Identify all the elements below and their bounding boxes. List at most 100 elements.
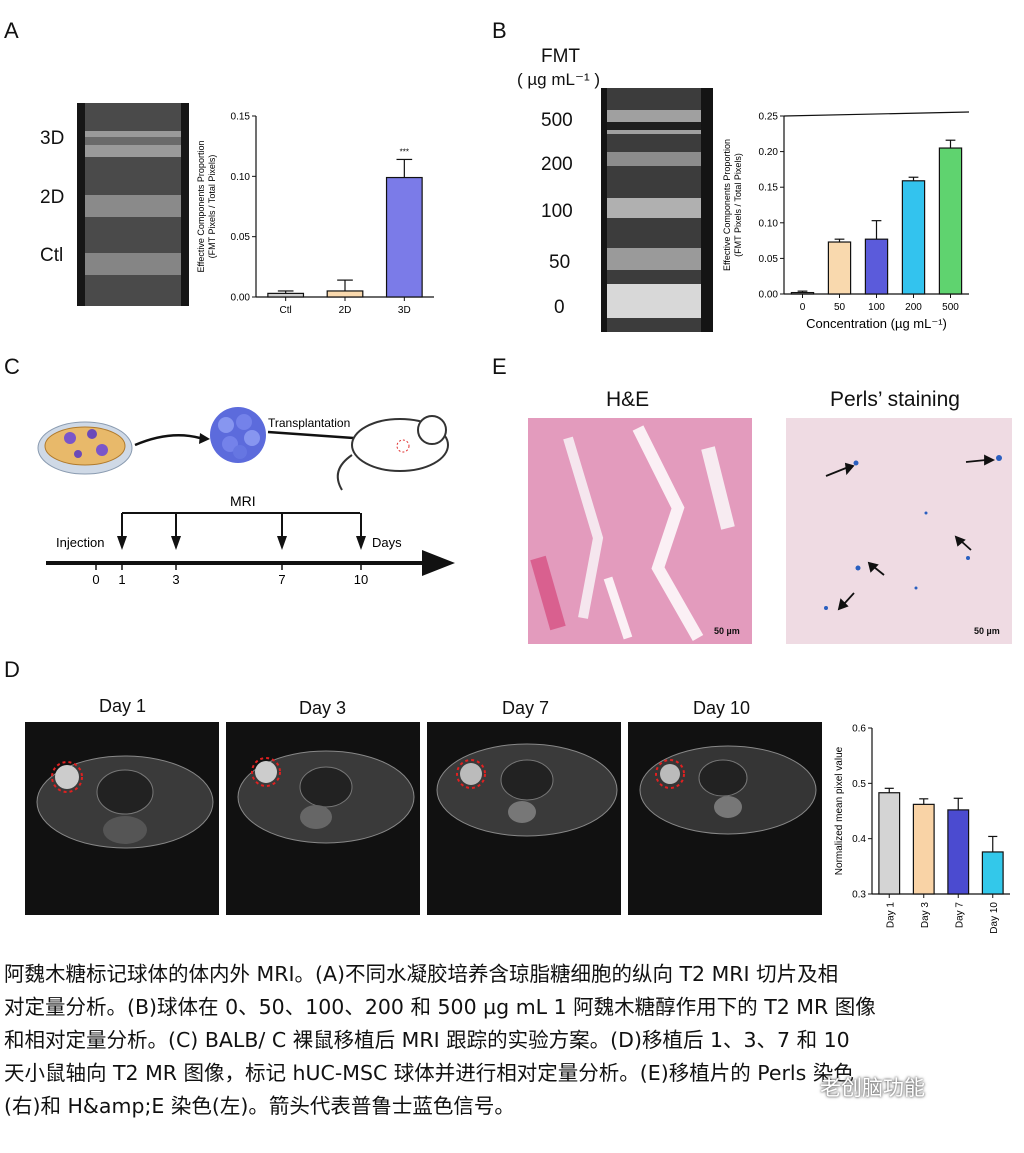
y-tick-label: 0.5: [852, 779, 866, 790]
caption-line-4: 天小鼠轴向 T2 MR 图像，标记 hUC-MSC 球体并进行相对定量分析。(E…: [4, 1061, 854, 1085]
y-axis-label: Effective Components Proportion(FMT Pixe…: [722, 139, 743, 271]
x-tick-label: 500: [942, 302, 959, 313]
gel-a-label-2d: 2D: [40, 187, 65, 208]
mri-image-day3: [226, 722, 420, 915]
days-label: Days: [372, 535, 402, 550]
gel-image-b: [601, 88, 713, 332]
spheroid-icon: [210, 407, 266, 463]
y-axis-label: Effective Components Proportion(FMT Pixe…: [196, 141, 217, 273]
bar: [385, 176, 423, 298]
panel-e-label: E: [492, 354, 507, 379]
gel-a-label-ctl: Ctl: [40, 245, 64, 266]
day10-title: Day 10: [693, 698, 751, 718]
panel-c-label: C: [4, 354, 20, 379]
bar-chart-b: 0.00 0.05 0.10 0.15 0.20 0.25 0 50 100 200 500 Effe…: [722, 111, 970, 331]
bar: [938, 147, 963, 295]
gel-image-a: [77, 103, 189, 306]
y-axis-label-line-1: Effective Components Proportion: [196, 141, 206, 273]
bar: [878, 792, 901, 895]
perls-stain-art: [786, 418, 1012, 644]
mri-arrow-head: [356, 536, 366, 550]
caption-line-5: (右)和 H&amp;E 染色(左)。箭头代表普鲁士蓝色信号。: [4, 1094, 515, 1118]
x-tick-label: Day 3: [920, 902, 931, 929]
mri-day1-art: [36, 755, 214, 849]
perls-stain-image: 50 µm: [786, 418, 1012, 644]
timeline-tick-label: 10: [354, 572, 368, 587]
bar: [901, 180, 926, 295]
y-tick-label: 0.20: [759, 147, 779, 158]
bar-chart-a: 0.00 0.05 0.10 0.15 Ctl 2D 3D *** Effective Comp…: [196, 112, 434, 316]
y-tick-label: 0.25: [759, 112, 779, 123]
transplant-label: Transplantation: [268, 416, 350, 430]
mri-arrow-head: [277, 536, 287, 550]
y-tick-label: 0.15: [759, 183, 779, 194]
gel-b-label-50: 50: [549, 252, 571, 273]
x-axis-label: Concentration (µg mL⁻¹): [806, 316, 947, 331]
gel-image-b-art: [601, 88, 713, 332]
panel-a-label: A: [4, 18, 19, 43]
timeline-tick-label: 0: [92, 572, 99, 587]
caption-line-1: 阿魏木糖标记球体的体内外 MRI。(A)不同水凝胶培养含琼脂糖细胞的纵向 T2 …: [4, 962, 839, 986]
bar: [947, 809, 970, 895]
x-tick-label: 0: [800, 302, 806, 313]
mri-day3-art: [237, 750, 415, 844]
he-title: H&E: [606, 388, 650, 411]
x-tick-label: Day 7: [954, 902, 965, 929]
timeline-tick-label: 1: [118, 572, 125, 587]
bar: [790, 291, 815, 295]
mri-image-day10: [628, 722, 822, 915]
timeline-tick-label: 7: [278, 572, 285, 587]
x-tick-label: 3D: [398, 305, 411, 316]
timeline-ticks: 0 1 3 7 10: [92, 563, 368, 587]
culture-dish-icon: [37, 421, 133, 475]
day1-title: Day 1: [99, 696, 147, 716]
y-axis-label-line-1: Effective Components Proportion: [722, 139, 732, 271]
mri-arrows: [117, 513, 366, 550]
mri-label: MRI: [230, 493, 256, 509]
y-tick-label: 0.4: [852, 834, 866, 845]
he-scale-bar: 50 µm: [714, 626, 740, 636]
y-tick-label: 0.05: [231, 232, 251, 243]
figure-caption: 阿魏木糖标记球体的体内外 MRI。(A)不同水凝胶培养含琼脂糖细胞的纵向 T2 …: [4, 958, 1020, 1123]
mri-day10-art: [639, 745, 817, 835]
gel-b-label-200: 200: [541, 154, 573, 175]
mri-day7-art: [436, 743, 618, 837]
fmt-title: FMT: [541, 46, 581, 67]
x-tick-label: Day 1: [885, 902, 896, 929]
y-tick-label: 0.6: [852, 724, 866, 735]
mri-arrow-head: [171, 536, 181, 550]
he-stain-art: [528, 418, 752, 644]
y-tick-label: 0.10: [759, 218, 779, 229]
bar-chart-d: 0.3 0.4 0.5 0.6 Day 1 Day 3 Day 7 Day 10 Normali…: [834, 724, 1010, 934]
x-tick-label: 50: [834, 302, 846, 313]
mri-image-day1: [25, 722, 219, 915]
x-tick-label: 200: [905, 302, 922, 313]
gel-b-label-500: 500: [541, 110, 573, 131]
y-tick-label: 0.3: [852, 890, 866, 901]
x-tick-label: 100: [868, 302, 885, 313]
bar: [912, 803, 935, 895]
y-tick-label: 0.00: [231, 293, 251, 304]
bar: [864, 238, 889, 295]
y-tick-label: 0.10: [231, 172, 251, 183]
day3-title: Day 3: [299, 698, 347, 718]
panel-b-label: B: [492, 18, 507, 43]
perls-scale-bar: 50 µm: [974, 626, 1000, 636]
perls-title: Perls’ staining: [830, 388, 960, 411]
y-axis-label: Normalized mean pixel value: [834, 746, 845, 875]
top-frame-line: [783, 111, 970, 117]
arrow-dish-to-spheroid: [134, 433, 201, 447]
y-axis-label-line-2: (FMT Pixels / Total Pixels): [733, 153, 743, 257]
gel-a-label-3d: 3D: [40, 128, 65, 149]
gel-b-label-0: 0: [554, 297, 565, 318]
watermark-text: 老创脑功能: [820, 1076, 925, 1100]
x-tick-label: Ctl: [280, 305, 292, 316]
gel-image-a-art: [77, 103, 189, 306]
caption-line-3: 和相对定量分析。(C) BALB/ C 裸鼠移植后 MRI 跟踪的实验方案。(D…: [4, 1028, 850, 1052]
y-tick-label: 0.05: [759, 254, 779, 265]
x-tick-label: 2D: [339, 305, 352, 316]
y-tick-label: 0.00: [759, 290, 779, 301]
bar: [981, 851, 1004, 895]
mri-arrow-head: [117, 536, 127, 550]
